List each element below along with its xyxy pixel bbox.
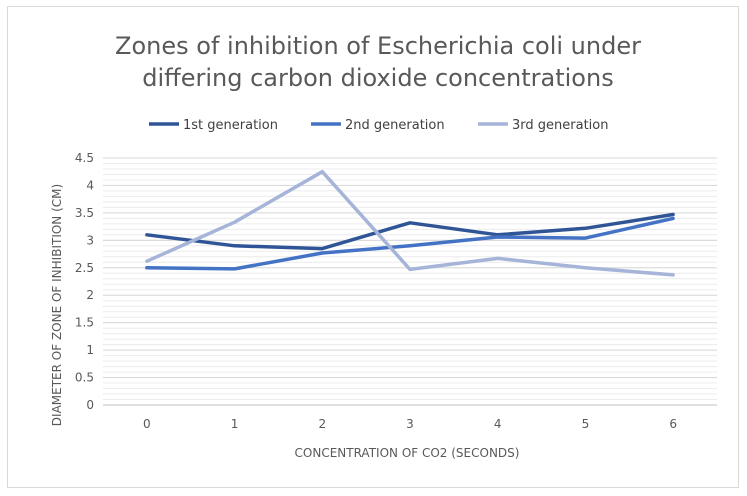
major-gridlines bbox=[103, 157, 717, 406]
x-tick-label: 0 bbox=[143, 417, 151, 431]
y-tick-label: 0 bbox=[86, 398, 94, 412]
y-tick-label: 0.5 bbox=[75, 371, 94, 385]
series-line-1 bbox=[145, 212, 675, 251]
y-tick-label: 2.5 bbox=[75, 261, 94, 275]
chart-title-line-1: Zones of inhibition of Escherichia coli … bbox=[115, 32, 641, 60]
legend-label-3: 3rd generation bbox=[512, 118, 608, 133]
chart-title-line-2: differing carbon dioxide concentrations bbox=[142, 64, 613, 92]
x-tick-label: 6 bbox=[669, 417, 677, 431]
x-tick-label: 5 bbox=[582, 417, 590, 431]
x-axis-ticks: 0 1 2 3 4 5 6 bbox=[143, 417, 677, 431]
y-tick-label: 3.5 bbox=[75, 206, 94, 220]
y-tick-label: 4 bbox=[86, 178, 94, 192]
y-tick-label: 1.5 bbox=[75, 316, 94, 330]
y-axis-ticks: 0 0.5 1 1.5 2 2.5 3 3.5 4 4.5 bbox=[75, 151, 94, 412]
legend-label-1: 1st generation bbox=[183, 118, 278, 133]
x-axis-title: CONCENTRATION OF CO2 (SECONDS) bbox=[295, 446, 520, 460]
y-tick-label: 4.5 bbox=[75, 151, 94, 165]
chart-title: Zones of inhibition of Escherichia coli … bbox=[115, 32, 641, 92]
line-chart: Zones of inhibition of Escherichia coli … bbox=[50, 32, 717, 460]
series-lines bbox=[145, 169, 675, 277]
y-tick-label: 1 bbox=[86, 343, 94, 357]
series-line-2 bbox=[145, 216, 675, 271]
y-tick-label: 3 bbox=[86, 233, 94, 247]
chart-legend: 1st generation 2nd generation 3rd generati… bbox=[149, 118, 608, 133]
series-line-3 bbox=[145, 169, 675, 277]
y-tick-label: 2 bbox=[86, 288, 94, 302]
y-axis-title: DIAMETER OF ZONE OF INHIBITION (CM) bbox=[50, 184, 64, 426]
x-tick-label: 2 bbox=[318, 417, 326, 431]
chart-frame: Zones of inhibition of Escherichia coli … bbox=[7, 6, 739, 488]
x-tick-label: 1 bbox=[231, 417, 239, 431]
x-tick-label: 3 bbox=[406, 417, 414, 431]
minor-gridlines bbox=[103, 157, 717, 406]
x-tick-label: 4 bbox=[494, 417, 502, 431]
legend-label-2: 2nd generation bbox=[345, 118, 445, 133]
